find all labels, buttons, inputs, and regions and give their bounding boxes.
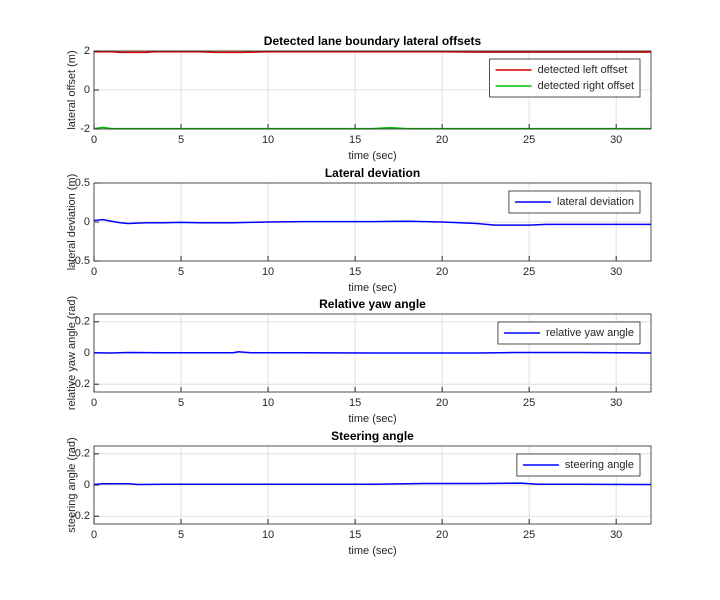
legend-box	[516, 453, 641, 477]
chart-title: Relative yaw angle	[319, 297, 426, 311]
x-tick-label: 15	[349, 529, 361, 541]
legend-label: steering angle	[565, 459, 634, 471]
x-tick-label: 25	[523, 266, 535, 278]
y-tick-label: 0	[84, 84, 90, 96]
line	[93, 218, 651, 226]
y-tick-label: 0.5	[75, 177, 90, 189]
y-tick-label: 0.2	[75, 316, 90, 328]
x-tick-label: 0	[91, 134, 97, 146]
x-tick-label: 10	[262, 397, 274, 409]
x-tick-label: 0	[91, 529, 97, 541]
x-axis-label: time (sec)	[348, 413, 396, 425]
y-tick-label: -0.5	[71, 255, 90, 267]
y-tick-label: 2	[84, 45, 90, 57]
x-tick-label: 15	[349, 397, 361, 409]
x-tick-label: 30	[610, 529, 622, 541]
x-tick-label: 20	[436, 397, 448, 409]
y-axis-label: steering angle (rad)	[66, 437, 78, 532]
x-tick-label: 5	[178, 529, 184, 541]
x-tick-label: 10	[262, 529, 274, 541]
x-tick-label: 30	[610, 134, 622, 146]
x-tick-label: 0	[91, 266, 97, 278]
chart-title: Detected lane boundary lateral offsets	[264, 34, 482, 48]
legend: detected left offset detected right offse…	[489, 58, 641, 98]
x-axis-label: time (sec)	[348, 545, 396, 557]
legend-box	[489, 58, 641, 98]
legend-box	[497, 321, 641, 345]
chart-title: Lateral deviation	[325, 166, 420, 180]
legend: lateral deviation	[508, 190, 641, 214]
legend-label: relative yaw angle	[546, 327, 634, 339]
legend: relative yaw angle	[497, 321, 641, 345]
legend-label: detected right offset	[538, 80, 634, 92]
x-axis-label: time (sec)	[348, 150, 396, 162]
x-tick-label: 10	[262, 134, 274, 146]
x-tick-label: 25	[523, 134, 535, 146]
x-tick-label: 20	[436, 266, 448, 278]
x-tick-label: 15	[349, 266, 361, 278]
y-tick-label: 0.2	[75, 448, 90, 460]
y-tick-label: 0	[84, 347, 90, 359]
y-axis-label: relative yaw angle (rad)	[66, 296, 78, 410]
y-tick-label: -0.2	[71, 510, 90, 522]
x-tick-label: 5	[178, 134, 184, 146]
x-tick-label: 30	[610, 397, 622, 409]
axes-box	[93, 445, 652, 525]
y-tick-label: 0	[84, 479, 90, 491]
chart-title: Steering angle	[331, 429, 414, 443]
x-tick-label: 25	[523, 397, 535, 409]
x-tick-label: 5	[178, 397, 184, 409]
y-tick-label: -0.2	[71, 378, 90, 390]
axes-box	[93, 50, 652, 130]
x-tick-label: 15	[349, 134, 361, 146]
line	[93, 482, 652, 486]
x-tick-label: 25	[523, 529, 535, 541]
x-tick-label: 10	[262, 266, 274, 278]
line	[93, 350, 652, 354]
x-tick-label: 20	[436, 529, 448, 541]
axes-box	[93, 182, 652, 262]
x-tick-label: 0	[91, 397, 97, 409]
y-axis-label: lateral offset (m)	[66, 50, 78, 129]
y-tick-label: 0	[84, 216, 90, 228]
x-axis-label: time (sec)	[348, 282, 396, 294]
x-tick-label: 30	[610, 266, 622, 278]
y-tick-label: -2	[80, 123, 90, 135]
x-tick-label: 20	[436, 134, 448, 146]
legend-label: lateral deviation	[557, 196, 634, 208]
legend-label: detected left offset	[538, 64, 628, 76]
axes-box	[93, 313, 652, 393]
legend: steering angle	[516, 453, 641, 477]
y-axis-label: lateral deviation (m)	[66, 174, 78, 271]
legend-box	[508, 190, 641, 214]
x-tick-label: 5	[178, 266, 184, 278]
line	[94, 51, 651, 54]
